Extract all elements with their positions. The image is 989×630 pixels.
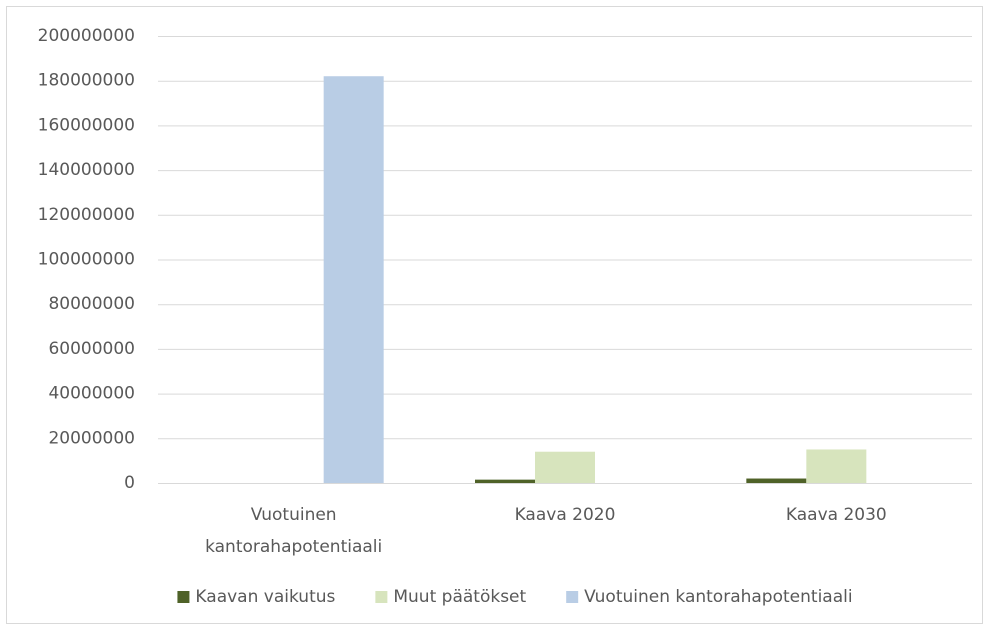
x-tick-label: Kaava 2030	[786, 505, 887, 525]
bar	[746, 478, 807, 483]
y-tick-label: 160000000	[38, 115, 135, 135]
x-tick-label: Vuotuinen kantorahapotentiaali	[205, 505, 382, 557]
legend-label: Vuotuinen kantorahapotentiaali	[584, 587, 852, 607]
y-tick-label: 140000000	[38, 160, 135, 180]
y-tick-label: 180000000	[38, 71, 135, 91]
legend-label: Kaavan vaikutus	[195, 587, 335, 607]
legend-swatch	[177, 591, 190, 603]
y-tick-label: 40000000	[48, 384, 135, 404]
y-tick-label: 120000000	[38, 205, 135, 225]
x-tick-label: Kaava 2020	[515, 505, 616, 525]
legend-label: Muut päätökset	[393, 587, 526, 607]
y-tick-label: 80000000	[48, 294, 135, 314]
legend-swatch	[566, 591, 579, 603]
bar	[806, 449, 867, 483]
y-tick-label: 200000000	[38, 26, 135, 46]
bar	[535, 451, 595, 483]
y-tick-label: 60000000	[48, 339, 135, 359]
y-tick-label: 0	[124, 473, 135, 493]
chart-frame	[6, 6, 983, 624]
legend-swatch	[375, 591, 388, 603]
legend: Kaavan vaikutus Muut päätökset Vuotuinen k…	[177, 587, 853, 607]
bar	[323, 76, 384, 483]
y-tick-label: 100000000	[38, 250, 135, 270]
bar	[475, 479, 535, 483]
y-tick-label: 20000000	[48, 428, 135, 448]
